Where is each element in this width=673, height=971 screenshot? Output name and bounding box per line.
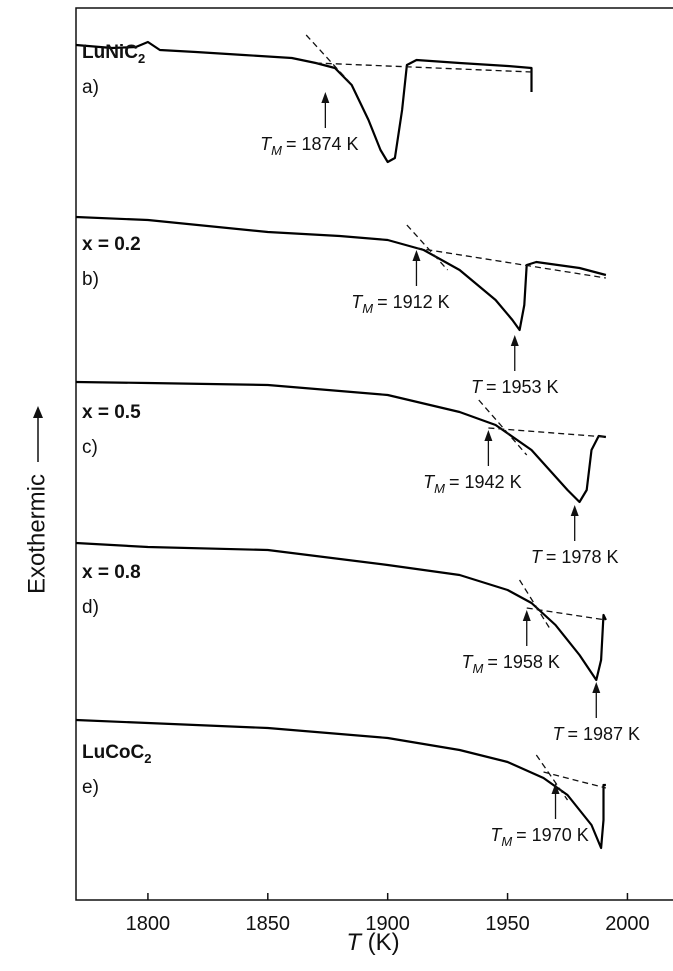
annotation-symbol: T: [423, 472, 436, 492]
y-arrow-head: [33, 406, 43, 418]
annotation-text: = 1912 K: [377, 292, 450, 312]
y-label: Exothermic: [23, 474, 50, 594]
series-name: LuCoC: [82, 742, 145, 763]
x-tick-label: 1800: [126, 913, 171, 935]
baseline-line: [526, 607, 606, 621]
annotation: T = 1978 K: [531, 547, 619, 567]
series-name: x = 0.8: [82, 562, 141, 583]
series-letter: e): [82, 777, 99, 798]
annotation: TM = 1970 K: [490, 825, 588, 849]
tangent-line: [478, 399, 528, 456]
series-label: x = 0.5: [82, 402, 141, 423]
arrow-head: [592, 682, 601, 693]
series-label: LuCoC2: [82, 742, 152, 766]
arrow-head: [510, 335, 519, 346]
series-name: LuNiC: [82, 42, 138, 63]
series-sub: 2: [144, 751, 151, 766]
baseline-line: [416, 247, 606, 279]
annotation-text: = 1970 K: [516, 825, 589, 845]
annotation-text: = 1987 K: [567, 724, 640, 744]
curve: [75, 380, 607, 504]
annotation: T = 1987 K: [552, 724, 640, 744]
series-name: x = 0.2: [82, 234, 141, 255]
annotation-sub: M: [473, 661, 484, 676]
x-label-unit: (K): [368, 929, 400, 956]
annotation-symbol: T: [462, 652, 475, 672]
baseline-line: [315, 62, 532, 73]
series-letter: d): [82, 597, 99, 618]
annotation-symbol: T: [471, 377, 484, 397]
y-axis-title: Exothermic: [23, 406, 50, 594]
annotation-text: = 1953 K: [486, 377, 559, 397]
tangent-line: [305, 34, 350, 83]
series-letter: a): [82, 77, 99, 98]
tangent-line: [406, 224, 449, 271]
curve: [75, 215, 607, 332]
curve: [75, 541, 607, 682]
curve: [75, 718, 606, 850]
annotation-text: = 1942 K: [449, 472, 522, 492]
annotation-text: = 1874 K: [286, 134, 359, 154]
arrow-head: [484, 430, 493, 441]
arrow-head: [412, 250, 421, 261]
series-sub: 2: [138, 51, 145, 66]
x-tick-label: 1900: [365, 913, 410, 935]
annotation-symbol: T: [351, 292, 364, 312]
series-letter: c): [82, 437, 98, 458]
x-tick-label: 1950: [485, 913, 530, 935]
series-name: x = 0.5: [82, 402, 141, 423]
arrow-head: [522, 610, 531, 621]
series-label: x = 0.8: [82, 562, 141, 583]
tangent-line: [535, 754, 569, 801]
annotation-sub: M: [434, 481, 445, 496]
annotation: TM = 1958 K: [462, 652, 560, 676]
x-tick-label: 2000: [605, 913, 650, 935]
arrow-head: [570, 505, 579, 516]
plot-frame: [75, 7, 673, 901]
annotation-symbol: T: [260, 134, 273, 154]
annotation: TM = 1942 K: [423, 472, 521, 496]
arrow-head: [321, 92, 330, 103]
annotation-symbol: T: [490, 825, 503, 845]
arrow-head: [551, 783, 560, 794]
annotation-symbol: T: [531, 547, 544, 567]
annotation-sub: M: [362, 301, 373, 316]
annotation-sub: M: [271, 143, 282, 158]
annotation-text: = 1958 K: [487, 652, 560, 672]
annotation: T = 1953 K: [471, 377, 559, 397]
x-axis-title: T (K): [346, 929, 399, 956]
annotation-sub: M: [501, 834, 512, 849]
series-label: x = 0.2: [82, 234, 141, 255]
series-label: LuNiC2: [82, 42, 145, 66]
x-tick-label: 1850: [246, 913, 291, 935]
annotation-text: = 1978 K: [546, 547, 619, 567]
annotation: TM = 1912 K: [351, 292, 449, 316]
series-letter: b): [82, 269, 99, 290]
baseline-line: [543, 771, 607, 789]
annotation-symbol: T: [552, 724, 565, 744]
x-label-symbol: T: [346, 929, 363, 956]
curve: [75, 40, 533, 164]
annotation: TM = 1874 K: [260, 134, 358, 158]
